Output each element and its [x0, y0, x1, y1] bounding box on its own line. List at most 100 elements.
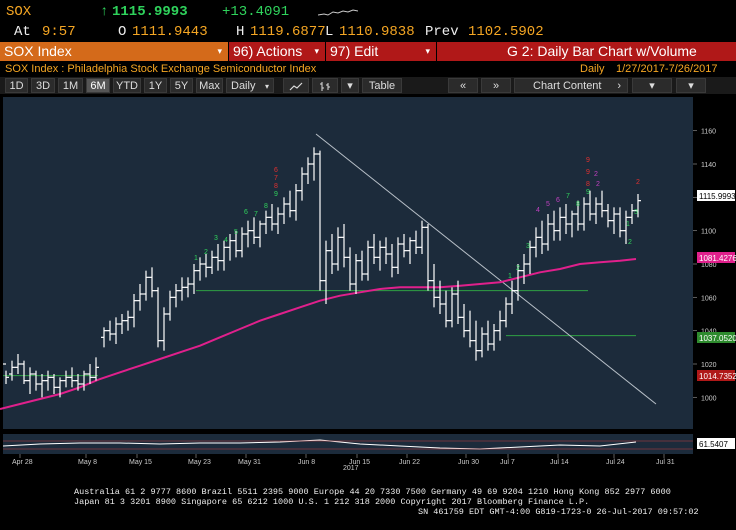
count-digit: 1: [508, 273, 512, 280]
ohlc-bar-90: [545, 214, 551, 251]
ohlc-bar-101: [611, 207, 617, 234]
ohlc-bar-20: [125, 310, 131, 331]
line-chart-icon[interactable]: [283, 78, 309, 93]
x-tick-label: Jun 8: [298, 459, 315, 466]
ohlc-bar-75: [455, 280, 461, 324]
chevron-right-icon: ›: [617, 80, 621, 92]
range-1m-button[interactable]: 1M: [58, 78, 83, 93]
ohlc-bar-50: [305, 157, 311, 184]
ohlc-bar-42: [257, 220, 263, 248]
info-bar: SOX Index : Philadelphia Stock Exchange …: [0, 61, 736, 77]
chart-content-button[interactable]: Chart Content ›: [514, 78, 628, 93]
ohlc-bar-89: [539, 220, 545, 254]
ohlc-bar-28: [173, 284, 179, 308]
settings-icon[interactable]: ▾: [676, 78, 706, 93]
ohlc-bar-18: [113, 317, 119, 344]
range-6m-button[interactable]: 6M: [86, 78, 110, 93]
date-range[interactable]: 1/27/2017-7/26/2017: [616, 63, 718, 75]
year-label: 2017: [343, 465, 359, 472]
trend-line: [315, 133, 657, 405]
scroll-right-icon[interactable]: »: [481, 78, 511, 93]
range-3d-button[interactable]: 3D: [31, 78, 55, 93]
y-tick-label: 1160: [701, 129, 716, 136]
y-tick-label: 1080: [701, 262, 717, 269]
ohlc-bar-40: [245, 220, 251, 248]
graph-title: G 2: Daily Bar Chart w/Volume: [507, 43, 697, 59]
ohlc-bar-35: [215, 244, 221, 271]
count-digit: 4: [224, 237, 228, 244]
x-tick-label: Jun 15: [349, 459, 370, 466]
chevron-down-icon[interactable]: ▾: [341, 78, 359, 93]
count-digit: 6: [244, 209, 248, 216]
ohlc-bar-19: [119, 314, 125, 334]
table-button[interactable]: Table: [362, 78, 402, 93]
ohlc-bar-37: [227, 234, 233, 261]
scroll-left-icon[interactable]: «: [448, 78, 478, 93]
ohlc-bar-5: [33, 370, 39, 391]
edit-button[interactable]: 97) Edit ▾: [326, 42, 436, 61]
count-digit: 2: [594, 171, 598, 178]
ohlc-bar-7: [45, 370, 51, 391]
ticker[interactable]: SOX: [6, 4, 32, 20]
ohlc-bar-32: [197, 257, 203, 281]
ohlc-bar-55: [335, 227, 341, 271]
x-tick-label: Jul 24: [606, 459, 625, 466]
ohlc-bar-8: [51, 374, 57, 394]
bar-chart-icon[interactable]: [312, 78, 338, 93]
range-max-button[interactable]: Max: [196, 78, 223, 93]
count-digit: 7: [254, 211, 258, 218]
count-digit: 1: [194, 255, 198, 262]
count-digit: 7: [274, 175, 278, 182]
ohlc-bar-81: [491, 324, 497, 351]
tools-icon[interactable]: ▾: [632, 78, 672, 93]
actions-button[interactable]: 96) Actions ▾: [229, 42, 325, 61]
range-1y-button[interactable]: 1Y: [144, 78, 167, 93]
ohlc-bar-68: [413, 230, 419, 254]
footer: Australia 61 2 9777 8600 Brazil 5511 239…: [0, 474, 736, 530]
y-tick-label: 1140: [701, 162, 716, 169]
ohlc-bar-25: [155, 287, 161, 348]
chevron-down-icon: ▾: [314, 46, 319, 56]
moving-average-line: [0, 258, 637, 410]
chevron-down-icon: ▾: [264, 82, 269, 91]
y-tick-label: 1060: [701, 295, 717, 302]
ma2-tag: [697, 332, 735, 343]
ohlc-bar-76: [461, 304, 467, 338]
x-tick-label: Jun 22: [399, 459, 420, 466]
ohlc-bar-61: [371, 234, 377, 264]
actions-label: 96) Actions: [233, 43, 303, 59]
ohlc-bar-69: [419, 220, 425, 254]
x-tick-label: Apr 28: [12, 459, 33, 466]
ohlc-bar-94: [569, 210, 575, 238]
period-select[interactable]: Daily ▾: [226, 78, 274, 93]
chart-content-label: Chart Content: [533, 80, 602, 92]
ohlc-bar-12: [75, 374, 81, 391]
ohlc-bar-62: [377, 240, 383, 271]
chart-toolbar: 1D 3D 1M 6M YTD 1Y 5Y Max Daily ▾ ▾ Tabl…: [0, 77, 736, 94]
high-value: 1119.6877: [250, 24, 326, 40]
count-digit: 9: [586, 189, 590, 196]
ohlc-bar-63: [383, 237, 389, 264]
range-ytd-button[interactable]: YTD: [113, 78, 141, 93]
x-tick-label: Jul 31: [656, 459, 675, 466]
last-price-tag-label: 1115.9993: [699, 192, 736, 201]
ohlc-bar-57: [347, 247, 353, 291]
ohlc-bar-96: [581, 197, 587, 231]
up-arrow-icon: ↑: [100, 4, 109, 20]
sparkline-icon: [318, 9, 358, 16]
count-digit: 2: [204, 249, 208, 256]
ohlc-bar-2: [15, 354, 21, 374]
ohlc-bar-97: [587, 190, 593, 221]
count-digit: 8: [264, 203, 268, 210]
security-field[interactable]: SOX Index ▾: [0, 42, 228, 61]
count-digit: 2: [628, 239, 632, 246]
ohlc-bar-51: [311, 147, 317, 181]
range-1d-button[interactable]: 1D: [5, 78, 28, 93]
oscillator-panel: [3, 434, 693, 454]
low-label: L: [325, 24, 334, 40]
range-5y-button[interactable]: 5Y: [170, 78, 193, 93]
ohlc-bar-99: [599, 190, 605, 218]
y-tick-label: 1000: [701, 395, 717, 402]
